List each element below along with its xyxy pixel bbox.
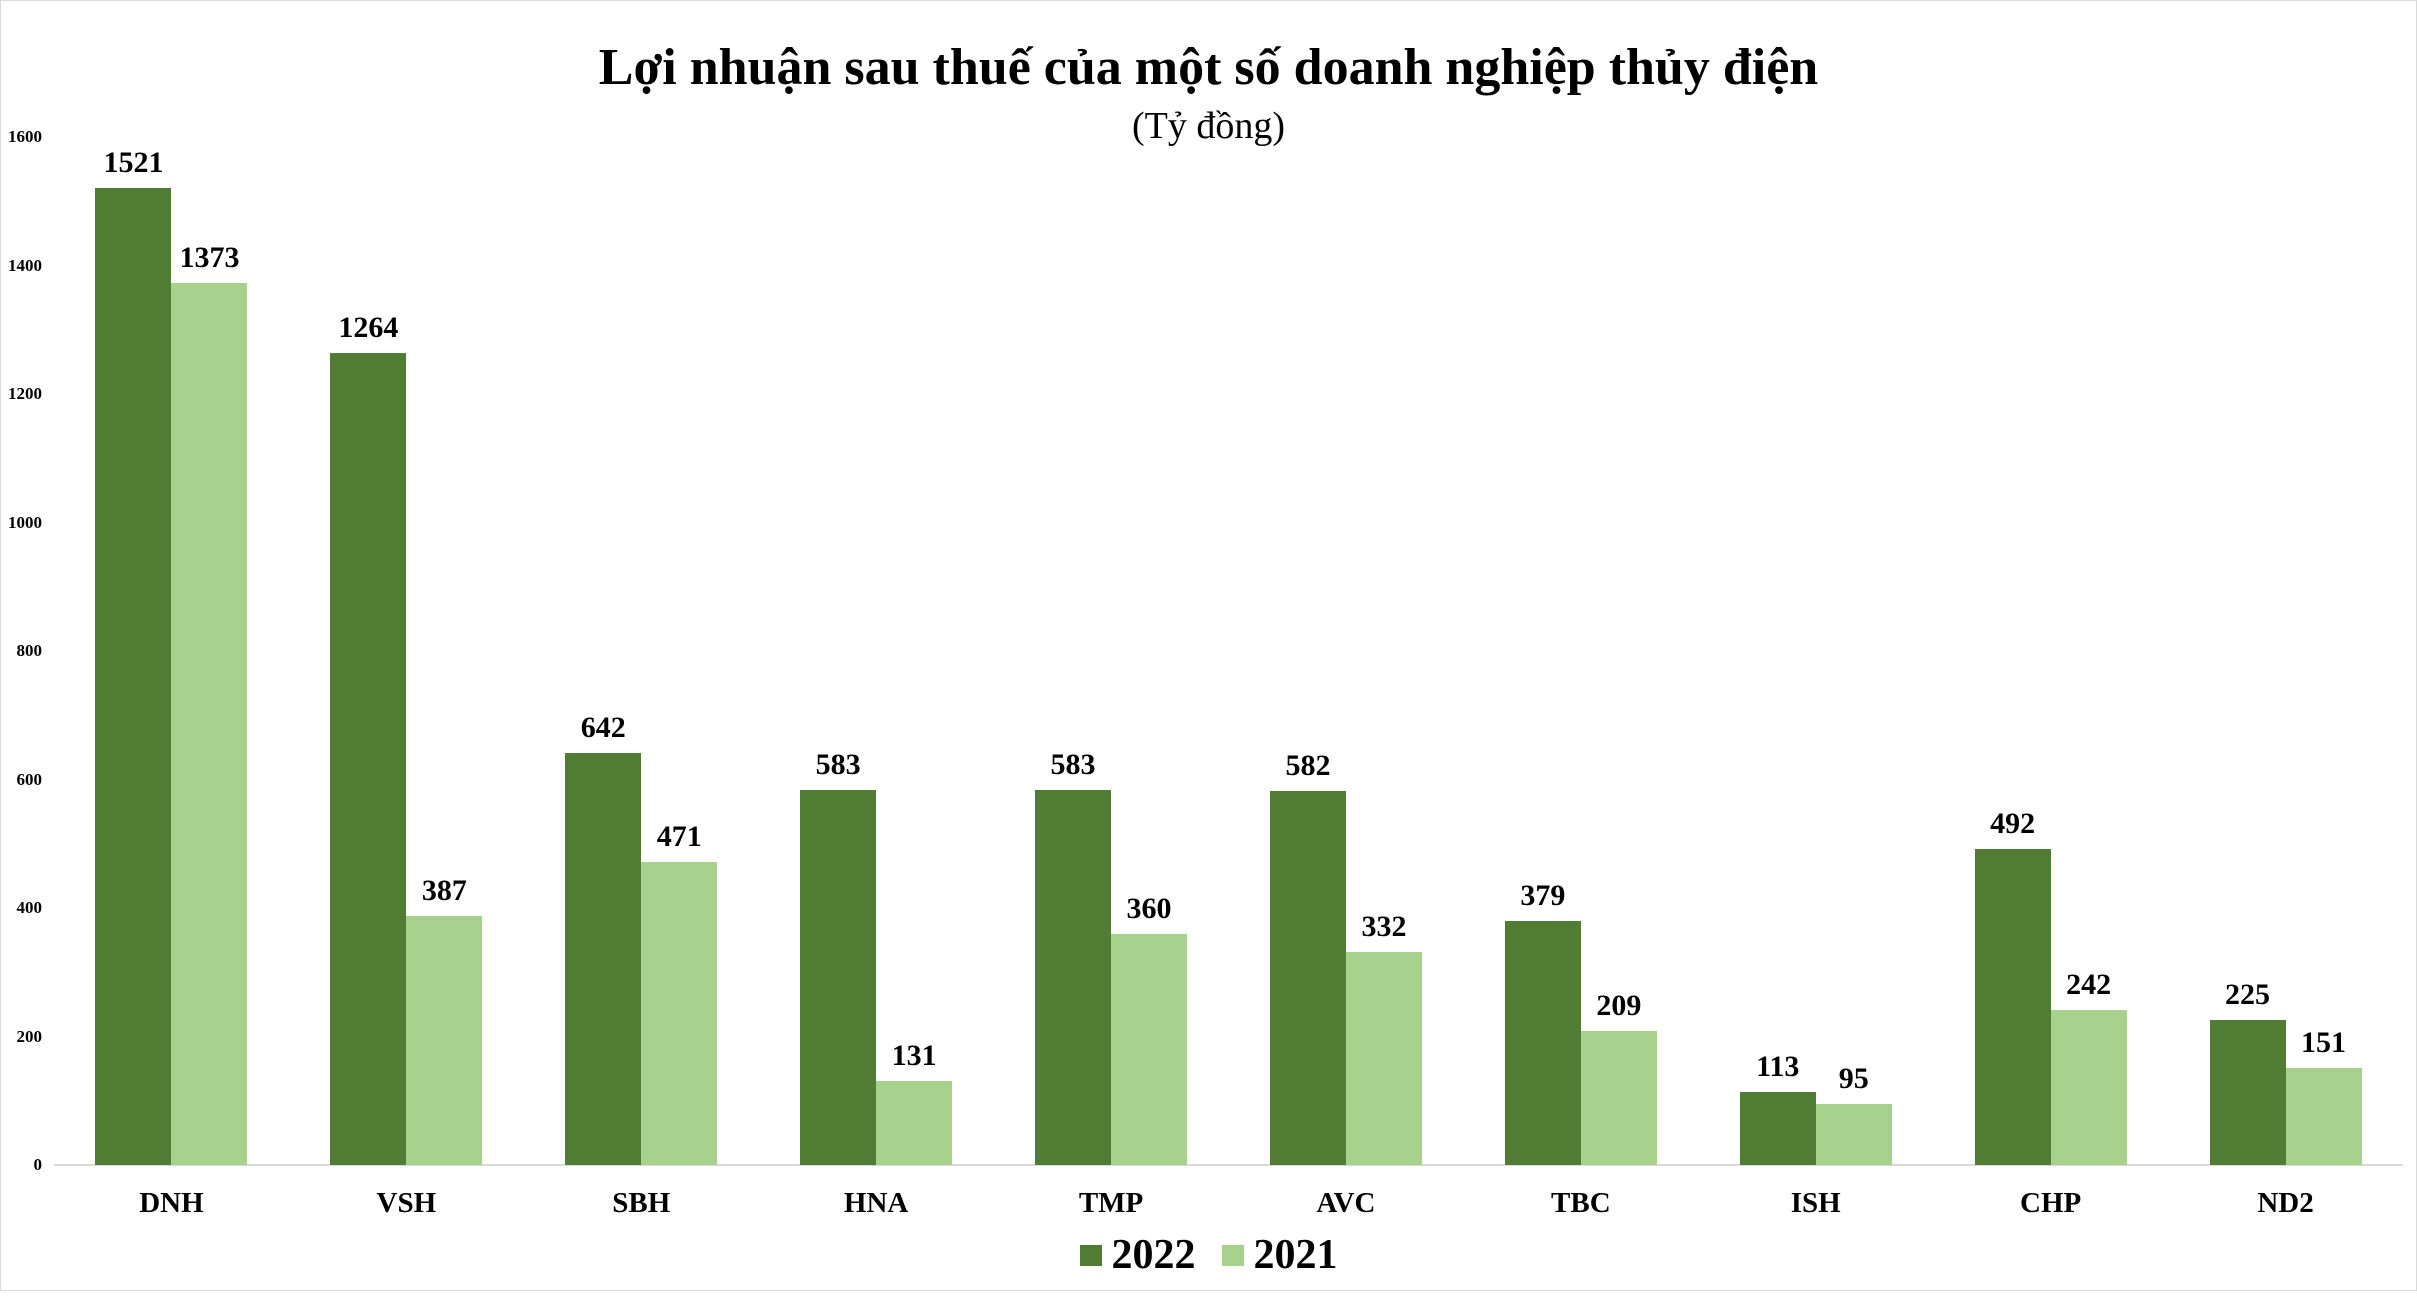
data-label: 583 [815,748,861,782]
y-tick-label: 800 [16,641,43,660]
bar-tbc-2021 [1580,1030,1657,1165]
bar-hna-2021 [876,1080,953,1165]
x-tick-label: VSH [376,1187,437,1219]
y-tick-label: 200 [16,1026,43,1046]
data-label: 225 [2225,978,2271,1012]
bar-ish-2022 [1739,1092,1816,1165]
bar-ish-2021 [1815,1103,1892,1165]
data-label: 1521 [103,145,164,179]
legend: 2022 2021 [0,1232,2417,1278]
chart-title: Lợi nhuận sau thuế của một số doanh nghi… [598,39,1819,96]
legend-item-2022: 2022 [1079,1232,1196,1278]
data-label: 471 [656,820,702,854]
data-label: 113 [1756,1050,1800,1084]
data-label: 131 [891,1038,937,1072]
data-label: 387 [421,874,467,908]
data-label: 360 [1126,891,1172,925]
bar-hna-2022 [800,790,877,1165]
data-label: 95 [1838,1061,1869,1095]
x-axis-line [54,1164,2403,1166]
bar-tmp-2021 [1111,933,1188,1165]
data-label: 209 [1596,988,1642,1022]
data-label: 642 [580,710,626,744]
data-label: 379 [1520,879,1566,913]
data-label: 492 [1990,806,2036,840]
y-tick-label: 600 [16,769,43,789]
x-tick-label: DNH [139,1187,204,1219]
bar-vsh-2021 [406,916,483,1165]
legend-item-2021: 2021 [1221,1232,1338,1278]
y-tick-label: 1600 [8,127,42,146]
bar-tmp-2022 [1035,790,1112,1165]
x-tick-label: AVC [1316,1187,1376,1219]
bar-tbc-2022 [1504,921,1581,1165]
bar-chp-2021 [2050,1009,2127,1165]
bar-dnh-2022 [95,187,172,1165]
bar-vsh-2022 [330,352,407,1165]
bar-avc-2021 [1345,951,1422,1165]
x-tick-label: HNA [843,1187,909,1219]
y-tick-label: 1200 [8,384,42,403]
data-label: 332 [1361,909,1407,943]
bar-sbh-2021 [641,862,718,1165]
bar-nd2-2021 [2285,1067,2362,1165]
data-label: 582 [1285,749,1331,783]
x-tick-label: TBC [1551,1187,1611,1219]
legend-swatch-icon [1079,1244,1102,1266]
x-tick-label: SBH [612,1187,671,1219]
data-label: 151 [2301,1025,2347,1059]
bar-dnh-2021 [171,282,248,1165]
y-tick-label: 400 [16,898,43,917]
data-label: 1264 [338,310,399,344]
legend-swatch-icon [1221,1244,1244,1266]
x-tick-label: ND2 [2257,1187,2314,1219]
x-tick-label: TMP [1078,1187,1144,1219]
bar-sbh-2022 [565,752,642,1165]
legend-label: 2022 [1111,1232,1196,1278]
x-tick-label: CHP [2020,1187,2082,1219]
y-tick-label: 1400 [8,255,42,275]
data-label: 242 [2066,967,2112,1001]
data-label: 1373 [179,240,240,274]
data-label: 583 [1050,748,1096,782]
y-tick-label: 1000 [8,512,42,532]
chart-subtitle: (Tỷ đồng) [1131,105,1286,147]
legend-label: 2021 [1253,1232,1338,1278]
bar-nd2-2022 [2209,1020,2286,1165]
bar-chp-2022 [1974,848,2051,1165]
x-tick-label: ISH [1790,1187,1841,1219]
bar-avc-2022 [1269,791,1346,1165]
y-tick-label: 0 [33,1155,43,1174]
